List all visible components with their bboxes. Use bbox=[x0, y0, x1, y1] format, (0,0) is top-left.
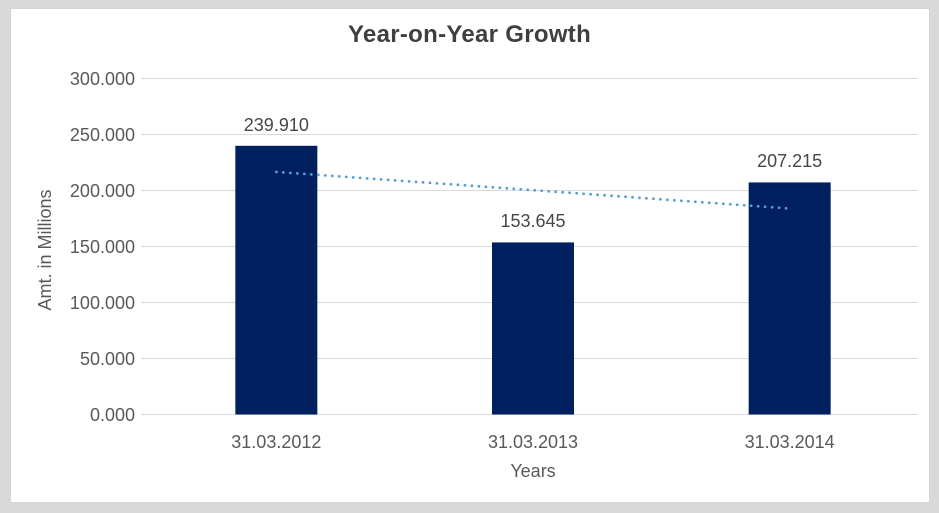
bar-data-label: 207.215 bbox=[757, 151, 823, 172]
bar bbox=[748, 182, 831, 415]
bar-data-label: 239.910 bbox=[243, 114, 309, 135]
y-axis-title: Amt. in Millions bbox=[35, 189, 55, 311]
chart-title: Year-on-Year Growth bbox=[347, 21, 592, 48]
y-tick-label: 100.000 bbox=[69, 292, 135, 313]
x-tick-label: 31.03.2014 bbox=[744, 432, 835, 452]
y-tick-label: 200.000 bbox=[69, 180, 135, 201]
x-axis-title: Years bbox=[510, 461, 556, 481]
y-tick-label: 300.000 bbox=[69, 68, 135, 89]
x-tick-label: 31.03.2012 bbox=[231, 432, 322, 452]
y-tick-label: 50.000 bbox=[79, 348, 135, 369]
bar-data-label: 153.645 bbox=[500, 211, 566, 232]
bar bbox=[492, 242, 574, 415]
x-tick-label: 31.03.2013 bbox=[487, 432, 579, 452]
y-tick-label: 250.000 bbox=[69, 124, 135, 145]
bar bbox=[235, 145, 318, 415]
y-tick-label: 0.000 bbox=[89, 404, 135, 425]
y-tick-label: 150.000 bbox=[69, 236, 135, 257]
